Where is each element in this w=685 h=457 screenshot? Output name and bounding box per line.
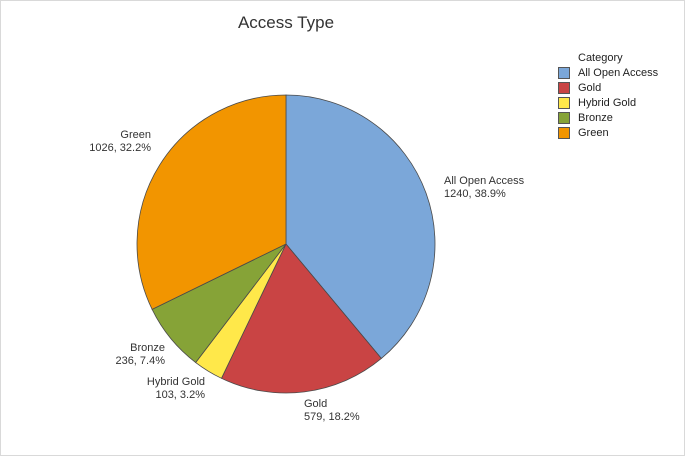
slice-label-name: Bronze bbox=[130, 342, 165, 354]
slice-label-name: Hybrid Gold bbox=[147, 376, 205, 388]
pie-slices bbox=[136, 94, 436, 394]
slice-label-value: 579, 18.2% bbox=[304, 411, 360, 423]
slice-label-name: Green bbox=[120, 129, 151, 141]
legend-title: Category bbox=[578, 52, 623, 64]
pie-slice-gold bbox=[220, 243, 382, 394]
legend-swatch bbox=[558, 81, 570, 94]
chart-title: Access Type bbox=[237, 13, 335, 32]
slice-label-value: 103, 3.2% bbox=[155, 389, 205, 401]
slice-label-value: 1240, 38.9% bbox=[444, 188, 506, 200]
legend-label: All Open Access bbox=[578, 66, 659, 79]
legend-swatch bbox=[558, 111, 570, 124]
legend-items: All Open Access Gold Hybrid Gold Bronze Gree… bbox=[558, 65, 658, 140]
legend-swatch bbox=[558, 96, 570, 109]
legend: Category All Open Access Gold Hybrid Gold B… bbox=[558, 52, 658, 140]
legend-item: All Open Access bbox=[558, 65, 658, 80]
slice-label-name: All Open Access bbox=[444, 175, 525, 187]
legend-label: Bronze bbox=[578, 111, 613, 124]
legend-swatch bbox=[558, 126, 570, 139]
slice-label-value: 1026, 32.2% bbox=[89, 142, 151, 154]
legend-item: Gold bbox=[558, 80, 658, 95]
legend-item: Bronze bbox=[558, 110, 658, 125]
legend-item: Green bbox=[558, 125, 658, 140]
legend-label: Hybrid Gold bbox=[578, 96, 637, 109]
pie-slice-green bbox=[136, 94, 287, 310]
legend-label: Gold bbox=[578, 81, 602, 94]
slice-label-name: Gold bbox=[304, 398, 327, 410]
pie-slice-all-open-access bbox=[285, 94, 436, 360]
legend-item: Hybrid Gold bbox=[558, 95, 658, 110]
legend-swatch bbox=[558, 66, 570, 79]
legend-label: Green bbox=[578, 126, 609, 139]
slice-label-value: 236, 7.4% bbox=[115, 355, 165, 367]
